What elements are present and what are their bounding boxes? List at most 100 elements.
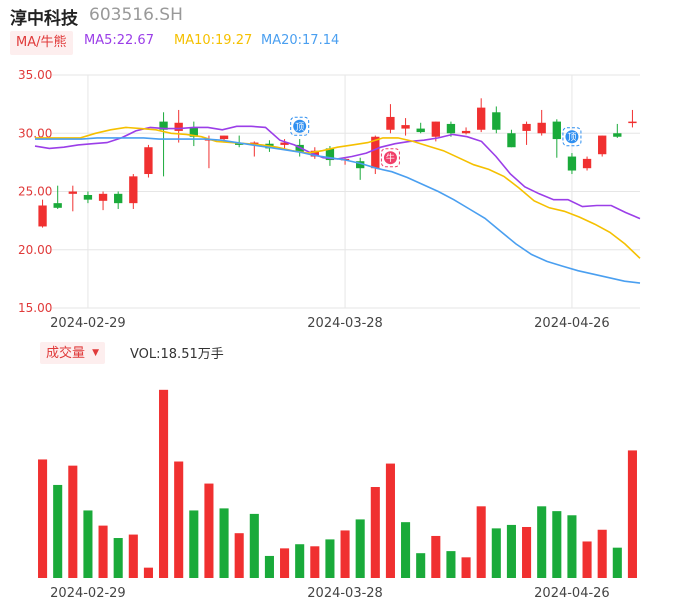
candle-body <box>537 122 546 134</box>
volume-bar <box>340 530 350 578</box>
volume-bar <box>249 513 259 578</box>
volume-bar <box>491 528 501 578</box>
y-tick-label: 35.00 <box>18 68 52 82</box>
candle-body <box>325 148 335 161</box>
volume-bar <box>567 515 577 578</box>
volume-bar <box>552 511 562 578</box>
candle-body <box>371 136 380 169</box>
volume-bar <box>219 508 229 578</box>
volume-bar <box>98 525 108 578</box>
volume-bar <box>234 533 244 578</box>
ma10-line <box>35 126 641 259</box>
candle-body <box>174 122 183 131</box>
volume-bar <box>597 529 607 578</box>
candle-body <box>567 156 577 171</box>
candle-body <box>189 127 198 137</box>
volume-tag-label: 成交量 <box>46 346 86 361</box>
candle-body <box>144 147 153 175</box>
ma10-legend: MA10:19.27 <box>174 33 253 48</box>
ma5-line <box>34 125 641 220</box>
candle-body <box>598 135 607 155</box>
volume-bar <box>83 510 93 578</box>
volume-bar <box>506 524 516 578</box>
volume-bar <box>522 526 532 578</box>
volume-bar <box>159 389 169 578</box>
marker-label: 顶 <box>295 122 304 133</box>
y-tick-label: 30.00 <box>18 126 52 140</box>
stock-name: 淳中科技 <box>10 9 78 29</box>
caret-down-icon: ▼ <box>92 348 100 358</box>
volume-bar <box>401 522 411 578</box>
candle-body <box>38 205 47 227</box>
top-signal-marker: 顶 <box>562 127 582 147</box>
marker-frame <box>290 116 310 136</box>
ma20-line <box>35 137 641 284</box>
marker-dot <box>293 119 307 133</box>
candle-body <box>53 203 62 208</box>
candle-body <box>159 121 168 130</box>
volume-bar <box>174 461 184 578</box>
volume-x-tick-label: 2024-03-28 <box>307 586 383 601</box>
volume-x-tick-label: 2024-02-29 <box>50 586 126 601</box>
volume-bar <box>582 541 592 578</box>
volume-bar <box>113 538 123 578</box>
volume-bar <box>325 539 335 578</box>
marker-label: 顶 <box>567 132 576 143</box>
candle-body <box>492 112 501 130</box>
x-tick-label: 2024-02-29 <box>50 316 126 331</box>
candle-body <box>446 123 456 134</box>
volume-bar <box>416 553 426 578</box>
marker-dot <box>565 130 579 144</box>
bull-signal-marker: 牛 <box>380 148 400 168</box>
candle-body <box>280 142 289 145</box>
volume-bar <box>461 557 471 578</box>
volume-bar <box>38 459 48 578</box>
x-tick-label: 2024-03-28 <box>307 316 383 331</box>
candle-body <box>356 161 365 169</box>
volume-bar <box>385 463 395 578</box>
stock-code: 603516.SH <box>89 5 183 25</box>
marker-frame <box>380 148 400 168</box>
volume-bar <box>476 506 486 578</box>
volume-legend: VOL:18.51万手 <box>130 347 224 362</box>
volume-bar <box>431 535 441 578</box>
candle-body <box>416 128 425 133</box>
candle-body <box>477 107 486 130</box>
volume-indicator-tag[interactable]: 成交量 ▼ <box>40 342 106 364</box>
volume-bar <box>128 534 138 578</box>
ma-indicator-tag[interactable]: MA/牛熊 <box>10 31 73 55</box>
volume-bar <box>295 544 305 578</box>
marker-dot <box>383 151 397 165</box>
volume-bar <box>446 551 456 578</box>
volume-x-tick-label: 2024-04-26 <box>534 586 610 601</box>
volume-bar <box>280 548 290 578</box>
volume-bar <box>627 450 637 578</box>
candle-body <box>582 158 592 169</box>
volume-bar <box>68 465 78 578</box>
candle-body <box>83 194 93 200</box>
x-tick-label: 2024-04-26 <box>534 316 610 331</box>
candle-body <box>386 116 395 130</box>
volume-bar <box>189 510 199 578</box>
y-tick-label: 25.00 <box>18 185 52 199</box>
ma5-legend: MA5:22.67 <box>84 33 154 48</box>
ma20-legend: MA20:17.14 <box>261 33 340 48</box>
candle-body <box>114 193 123 204</box>
volume-bar <box>53 484 63 578</box>
volume-bar <box>264 555 274 578</box>
marker-label: 牛 <box>386 152 395 164</box>
candle-body <box>401 125 410 129</box>
volume-bar <box>204 483 214 578</box>
candle-body <box>613 133 622 137</box>
candle-body <box>628 121 637 124</box>
volume-bar <box>537 506 547 578</box>
candle-body <box>129 176 138 204</box>
marker-frame <box>562 127 582 147</box>
candle-body <box>219 135 229 140</box>
candle-body <box>552 121 561 140</box>
volume-bar <box>612 547 622 578</box>
candle-body <box>522 123 531 131</box>
y-tick-label: 15.00 <box>18 301 52 315</box>
candle-body <box>431 121 440 137</box>
